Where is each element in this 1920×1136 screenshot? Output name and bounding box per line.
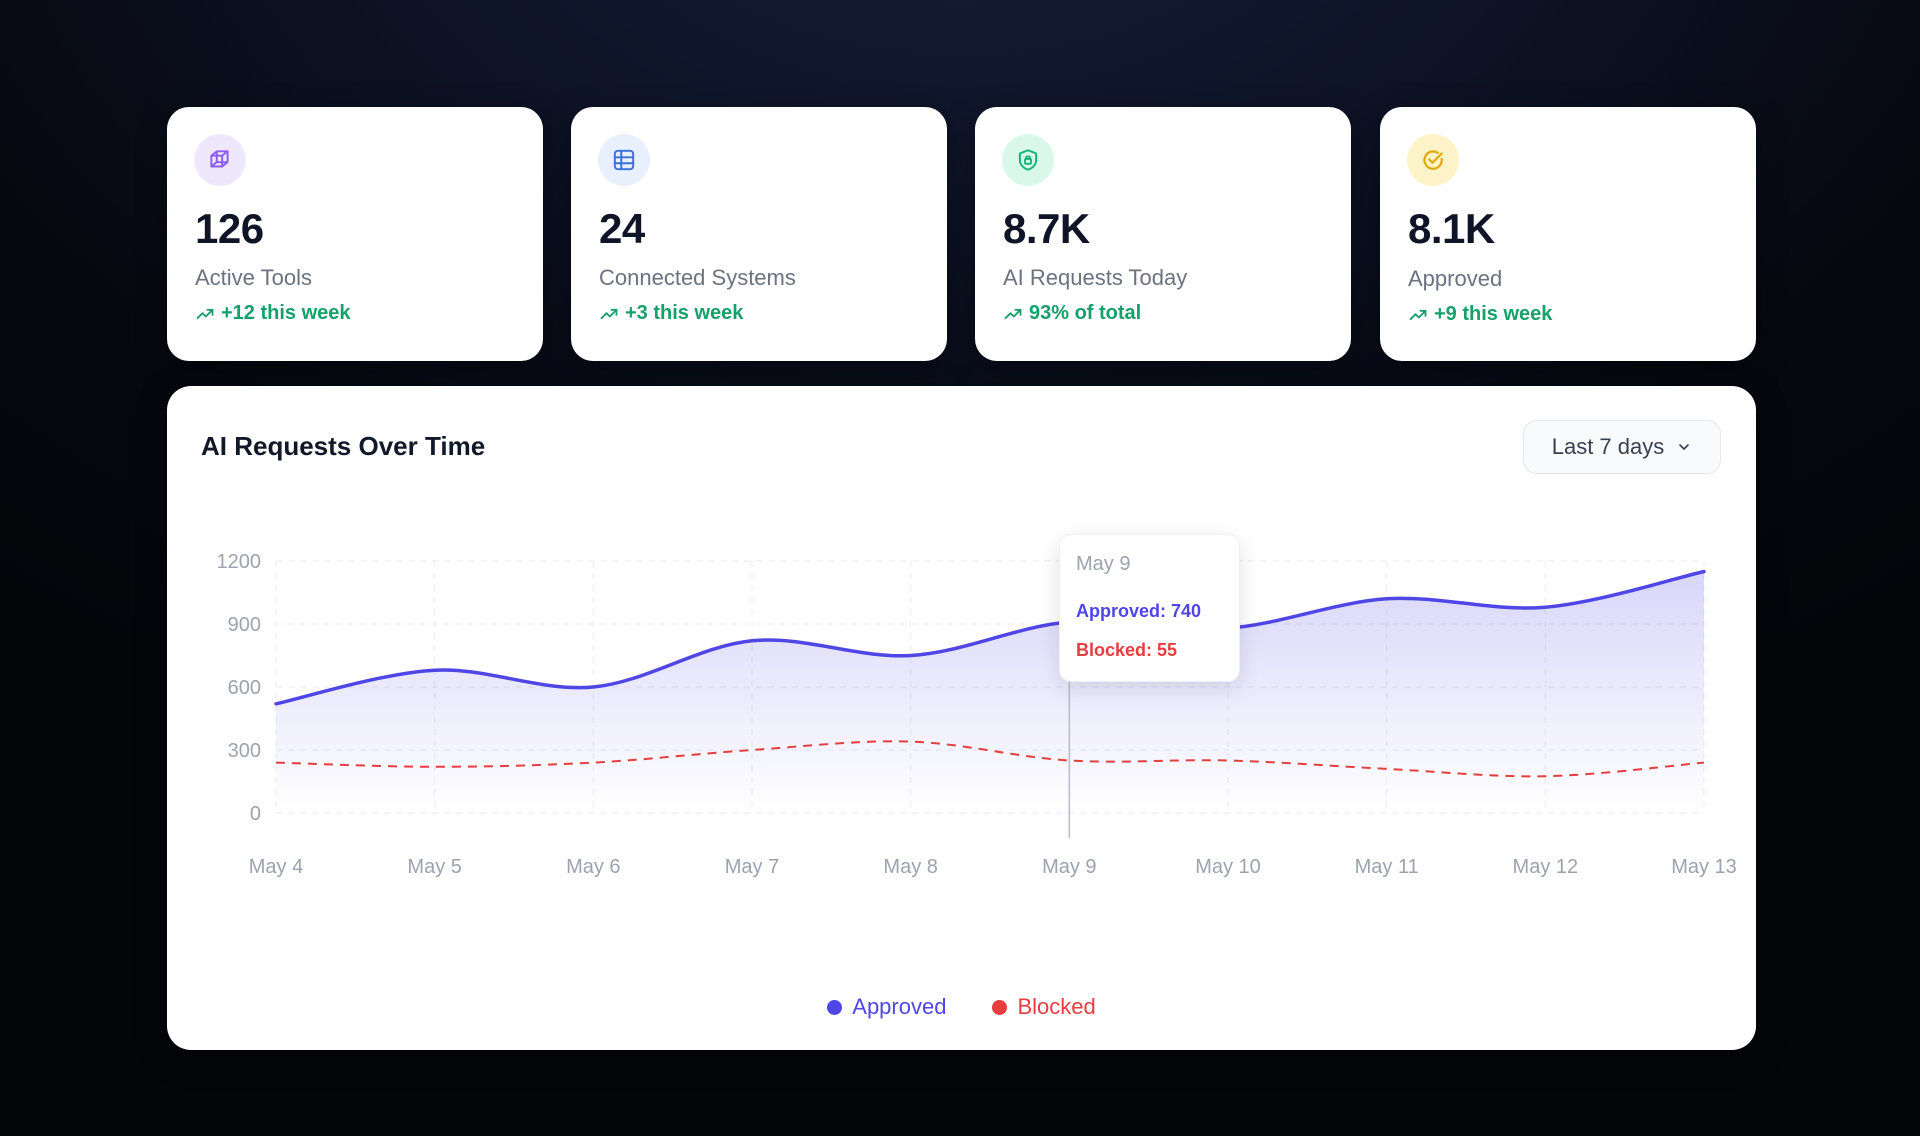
tooltip-date: May 9 [1076,553,1131,575]
check-circle-icon [1423,150,1443,170]
y-tick-label: 600 [228,677,261,699]
legend-label-approved: Approved [852,994,947,1019]
icon-badge [1002,134,1054,186]
chart-panel: 0 300 600 900 1200 May 4 May 5 May 6 May 7 May 8 M… [167,386,1756,1050]
legend-item-approved[interactable]: Approved [827,994,946,1020]
stat-value: 24 [599,205,645,252]
date-range-select[interactable]: Last 7 days [1523,420,1721,474]
stat-delta: +3 this week [599,302,743,325]
chevron-down-icon [1679,444,1690,450]
legend-dot-approved [827,999,843,1015]
series-line-blocked [275,740,1705,778]
y-tick-label: 1200 [217,551,262,573]
trend-up-icon [600,308,618,319]
stat-card-connected-systems[interactable]: 24 Connected Systems +3 this week [571,107,947,361]
legend-item-blocked[interactable]: Blocked [992,994,1096,1020]
date-range-value: Last 7 days [1551,434,1665,459]
stat-label: Approved [1408,266,1503,291]
x-tick-label: May 12 [1513,856,1579,878]
shield-lock-icon [1018,149,1038,171]
line-chart[interactable]: 0 300 600 900 1200 May 4 May 5 May 6 May 7 May 8 M… [167,386,1756,986]
stat-delta: 93% of total [1003,302,1141,325]
legend-label-blocked: Blocked [1017,994,1096,1019]
stat-delta-text: +12 this week [221,302,351,324]
chart-legend: Approved Blocked [167,994,1756,1020]
stat-label: Active Tools [195,265,312,290]
stat-delta: +12 this week [195,302,351,325]
series-line-approved [274,569,1706,706]
x-tick-label: May 9 [1042,856,1096,878]
chart-tooltip: May 9 Approved: 740 Blocked: 55 [1059,534,1240,682]
stat-card-approved[interactable]: 8.1K Approved +9 this week [1380,107,1756,361]
stat-value: 8.7K [1003,205,1090,252]
series-area-approved [276,571,1704,813]
x-tick-label: May 13 [1671,856,1737,878]
stat-delta-text: +3 this week [625,302,744,324]
icon-badge [194,134,246,186]
trend-up-icon [196,308,214,319]
table-icon [613,149,635,171]
x-tick-label: May 10 [1195,856,1261,878]
x-tick-label: May 7 [725,856,779,878]
x-tick-label: May 6 [566,856,620,878]
chart-title: AI Requests Over Time [201,431,486,461]
y-tick-label: 900 [228,614,261,636]
cube-icon [210,150,229,168]
icon-badge [1407,134,1459,186]
x-tick-label: May 4 [249,856,303,878]
y-tick-label: 0 [250,803,261,825]
legend-dot-blocked [992,999,1008,1015]
trend-up-icon [1004,308,1022,319]
stat-value: 126 [195,205,264,252]
x-tick-label: May 11 [1355,856,1419,878]
stat-label: Connected Systems [599,265,796,290]
x-tick-label: May 8 [883,856,937,878]
stat-delta-text: +9 this week [1434,303,1553,325]
tooltip-blocked: Blocked: 55 [1076,640,1178,660]
stat-value: 8.1K [1408,205,1495,252]
stat-delta-text: 93% of total [1029,302,1142,324]
stat-delta: +9 this week [1408,303,1552,326]
stat-card-ai-requests-today[interactable]: 8.7K AI Requests Today 93% of total [975,107,1351,361]
y-tick-label: 300 [228,740,261,762]
x-tick-label: May 5 [407,856,461,878]
trend-up-icon [1409,309,1427,320]
tooltip-approved: Approved: 740 [1076,601,1202,621]
stat-card-active-tools[interactable]: 126 Active Tools +12 this week [167,107,543,361]
stat-label: AI Requests Today [1003,265,1188,290]
icon-badge [598,134,650,186]
